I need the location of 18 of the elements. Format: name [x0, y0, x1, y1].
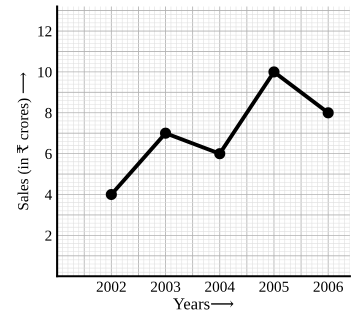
point [214, 148, 226, 160]
x-tick-label: 2005 [259, 282, 289, 292]
point [160, 128, 172, 139]
x-tick-label: 2002 [96, 282, 126, 292]
x-axis-title: Years⟶ [173, 298, 234, 310]
x-tick-label: 2003 [150, 282, 180, 292]
y-axis-title: Sales (in ₹ crores) ⟶ [17, 72, 32, 210]
y-tick-label: 6 [45, 148, 52, 160]
point [268, 66, 280, 78]
y-tick-label: 8 [45, 108, 52, 118]
y-tick-label: 4 [44, 190, 52, 200]
point [106, 188, 117, 200]
x-tick-label: 2004 [205, 282, 235, 292]
y-tick-label: 10 [38, 67, 52, 78]
y-tick-label: 2 [45, 230, 52, 241]
x-tick-label: 2006 [314, 282, 343, 292]
point [322, 107, 334, 118]
y-tick-label: 12 [38, 26, 52, 36]
